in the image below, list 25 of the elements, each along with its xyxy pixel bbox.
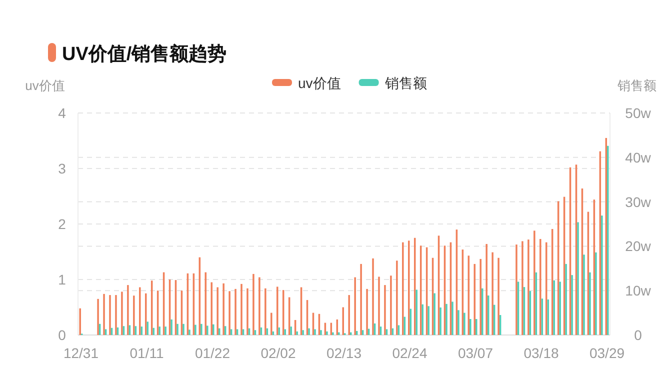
legend-label: 销售额 (384, 75, 427, 91)
legend-label: uv价值 (298, 75, 341, 91)
chart-title: UV价值/销售额趋势 (62, 43, 227, 65)
y2-axis-title: 销售额 (616, 78, 656, 93)
y-tick-label: 1 (58, 272, 66, 288)
x-tick-label: 01/11 (130, 345, 164, 361)
y-axis-title: uv价值 (25, 78, 65, 93)
y-tick-label: 4 (58, 105, 66, 121)
x-tick-label: 02/13 (326, 345, 362, 361)
y2-tick-label: 50w (625, 105, 652, 121)
y2-tick-label: 30w (625, 194, 652, 210)
x-tick-label: 02/02 (260, 345, 296, 361)
y-tick-label: 2 (58, 216, 66, 232)
y2-tick-label: 40w (625, 149, 652, 166)
x-tick-label: 03/29 (589, 345, 625, 361)
y-tick-label: 3 (58, 160, 66, 176)
y-tick-label: 0 (58, 327, 66, 343)
y2-tick-label: 0 (634, 327, 642, 343)
y2-tick-label: 20w (625, 238, 652, 254)
y2-tick-label: 10w (625, 282, 652, 299)
x-tick-label: 02/24 (392, 345, 428, 361)
x-tick-label: 12/31 (63, 345, 99, 361)
x-tick-label: 03/07 (458, 345, 494, 361)
x-tick-label: 01/22 (194, 345, 230, 361)
x-tick-label: 03/18 (524, 345, 559, 361)
